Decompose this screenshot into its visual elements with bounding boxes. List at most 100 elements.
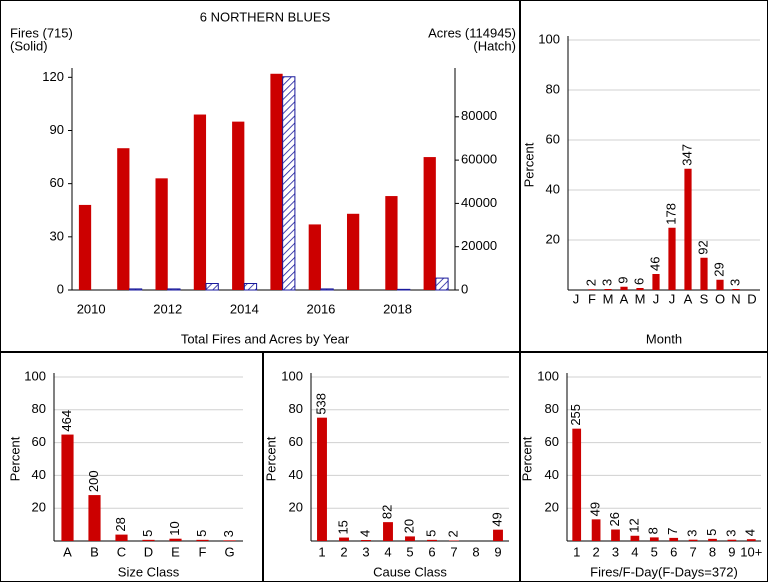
y-tick-label: 100: [538, 31, 560, 46]
bar: [620, 286, 628, 290]
count-label: 4: [357, 530, 372, 537]
y-tick-label: 60: [289, 434, 303, 449]
x-tick-label: 8: [709, 544, 716, 559]
x-tick-label: 7: [689, 544, 696, 559]
x-tick-label: C: [117, 544, 126, 559]
x-tick-label: 4: [384, 544, 391, 559]
x-tick-label: 6: [428, 544, 435, 559]
y-tick-label: 100: [281, 368, 303, 383]
bar: [588, 289, 596, 290]
bar: [361, 540, 371, 541]
x-tick-label: E: [171, 544, 180, 559]
y-tick-label: 20: [545, 500, 559, 515]
bar: [688, 539, 698, 541]
bar: [636, 288, 644, 290]
bar: [746, 539, 756, 541]
y2-tick-label: 80000: [461, 108, 497, 123]
count-label: 9: [615, 277, 630, 284]
y-tick-label: 60: [545, 434, 559, 449]
x-tick-label: 5: [651, 544, 658, 559]
chart-title: 6 NORTHERN BLUES: [200, 9, 331, 24]
y-tick-label: 120: [42, 69, 64, 84]
bar: [652, 274, 660, 290]
bar: [708, 538, 717, 541]
y-tick-label: 20: [32, 500, 46, 515]
bar: [115, 534, 128, 541]
x-tick-label: A: [63, 544, 72, 559]
y2-tick-label: 20000: [461, 238, 497, 253]
x-tick-label: 3: [612, 544, 619, 559]
y-tick-label: 100: [537, 368, 559, 383]
bar: [385, 196, 398, 290]
x-tick-label: 6: [670, 544, 677, 559]
count-label: 2: [445, 530, 460, 537]
y2-label: Acres (114945): [428, 25, 516, 40]
count-label: 5: [140, 530, 155, 537]
x-tick-label: M: [603, 291, 614, 306]
x-tick-label: 9: [494, 544, 501, 559]
x-tick-label: O: [715, 291, 725, 306]
x-tick-label: 2012: [153, 301, 182, 316]
y2-tick-label: 60000: [461, 152, 497, 167]
count-label: 255: [568, 404, 583, 426]
count-label: 12: [626, 518, 641, 532]
x-tick-label: 2010: [77, 301, 106, 316]
count-label: 538: [313, 393, 328, 415]
y-tick-label: 0: [57, 281, 64, 296]
y-tick-label: 40: [32, 467, 46, 482]
x-tick-label: J: [669, 291, 676, 306]
count-label: 178: [663, 203, 678, 225]
y-label: Percent: [519, 436, 534, 481]
y-tick-label: 90: [50, 122, 64, 137]
bar: [732, 289, 740, 290]
x-tick-label: F: [588, 291, 596, 306]
x-tick-label: A: [684, 291, 693, 306]
bar: [700, 257, 708, 290]
count-label: 2: [583, 279, 598, 286]
bar: [684, 168, 692, 290]
x-tick-label: 10+: [740, 544, 762, 559]
count-label: 5: [704, 529, 719, 536]
x-tick-label: A: [620, 291, 629, 306]
y-label: (Solid): [10, 38, 48, 53]
x-tick-label: 3: [362, 544, 369, 559]
x-tick-label: 2016: [306, 301, 335, 316]
bar: [572, 428, 582, 541]
count-label: 92: [695, 240, 710, 254]
y-tick-label: 40: [289, 467, 303, 482]
y-tick-label: 20: [546, 231, 560, 246]
x-label: Month: [646, 331, 682, 346]
bar: [270, 73, 283, 290]
y-tick-label: 80: [545, 401, 559, 416]
bar: [320, 288, 334, 291]
x-label: Size Class: [118, 564, 180, 579]
bar: [383, 522, 393, 541]
bar: [435, 277, 449, 291]
bar: [405, 536, 415, 541]
x-tick-label: 9: [728, 544, 735, 559]
x-tick-label: 1: [573, 544, 580, 559]
y-label: Percent: [7, 436, 22, 481]
x-tick-label: M: [635, 291, 646, 306]
bar: [668, 227, 676, 290]
x-tick-label: G: [224, 544, 234, 559]
bar: [223, 540, 236, 541]
bar: [308, 224, 321, 290]
count-label: 6: [631, 278, 646, 285]
x-label: Total Fires and Acres by Year: [181, 331, 350, 346]
x-tick-label: 2018: [383, 301, 412, 316]
count-label: 8: [646, 527, 661, 534]
y-tick-label: 60: [546, 131, 560, 146]
bar: [716, 279, 724, 290]
bar: [88, 495, 101, 541]
x-tick-label: N: [731, 291, 740, 306]
bar: [339, 537, 349, 541]
y-label: Percent: [521, 142, 536, 187]
y-tick-label: 30: [50, 228, 64, 243]
x-tick-label: 2: [592, 544, 599, 559]
bar: [591, 519, 601, 541]
bar: [78, 204, 92, 290]
y-label: Percent: [263, 436, 278, 481]
x-tick-label: D: [747, 291, 756, 306]
count-label: 5: [423, 530, 438, 537]
